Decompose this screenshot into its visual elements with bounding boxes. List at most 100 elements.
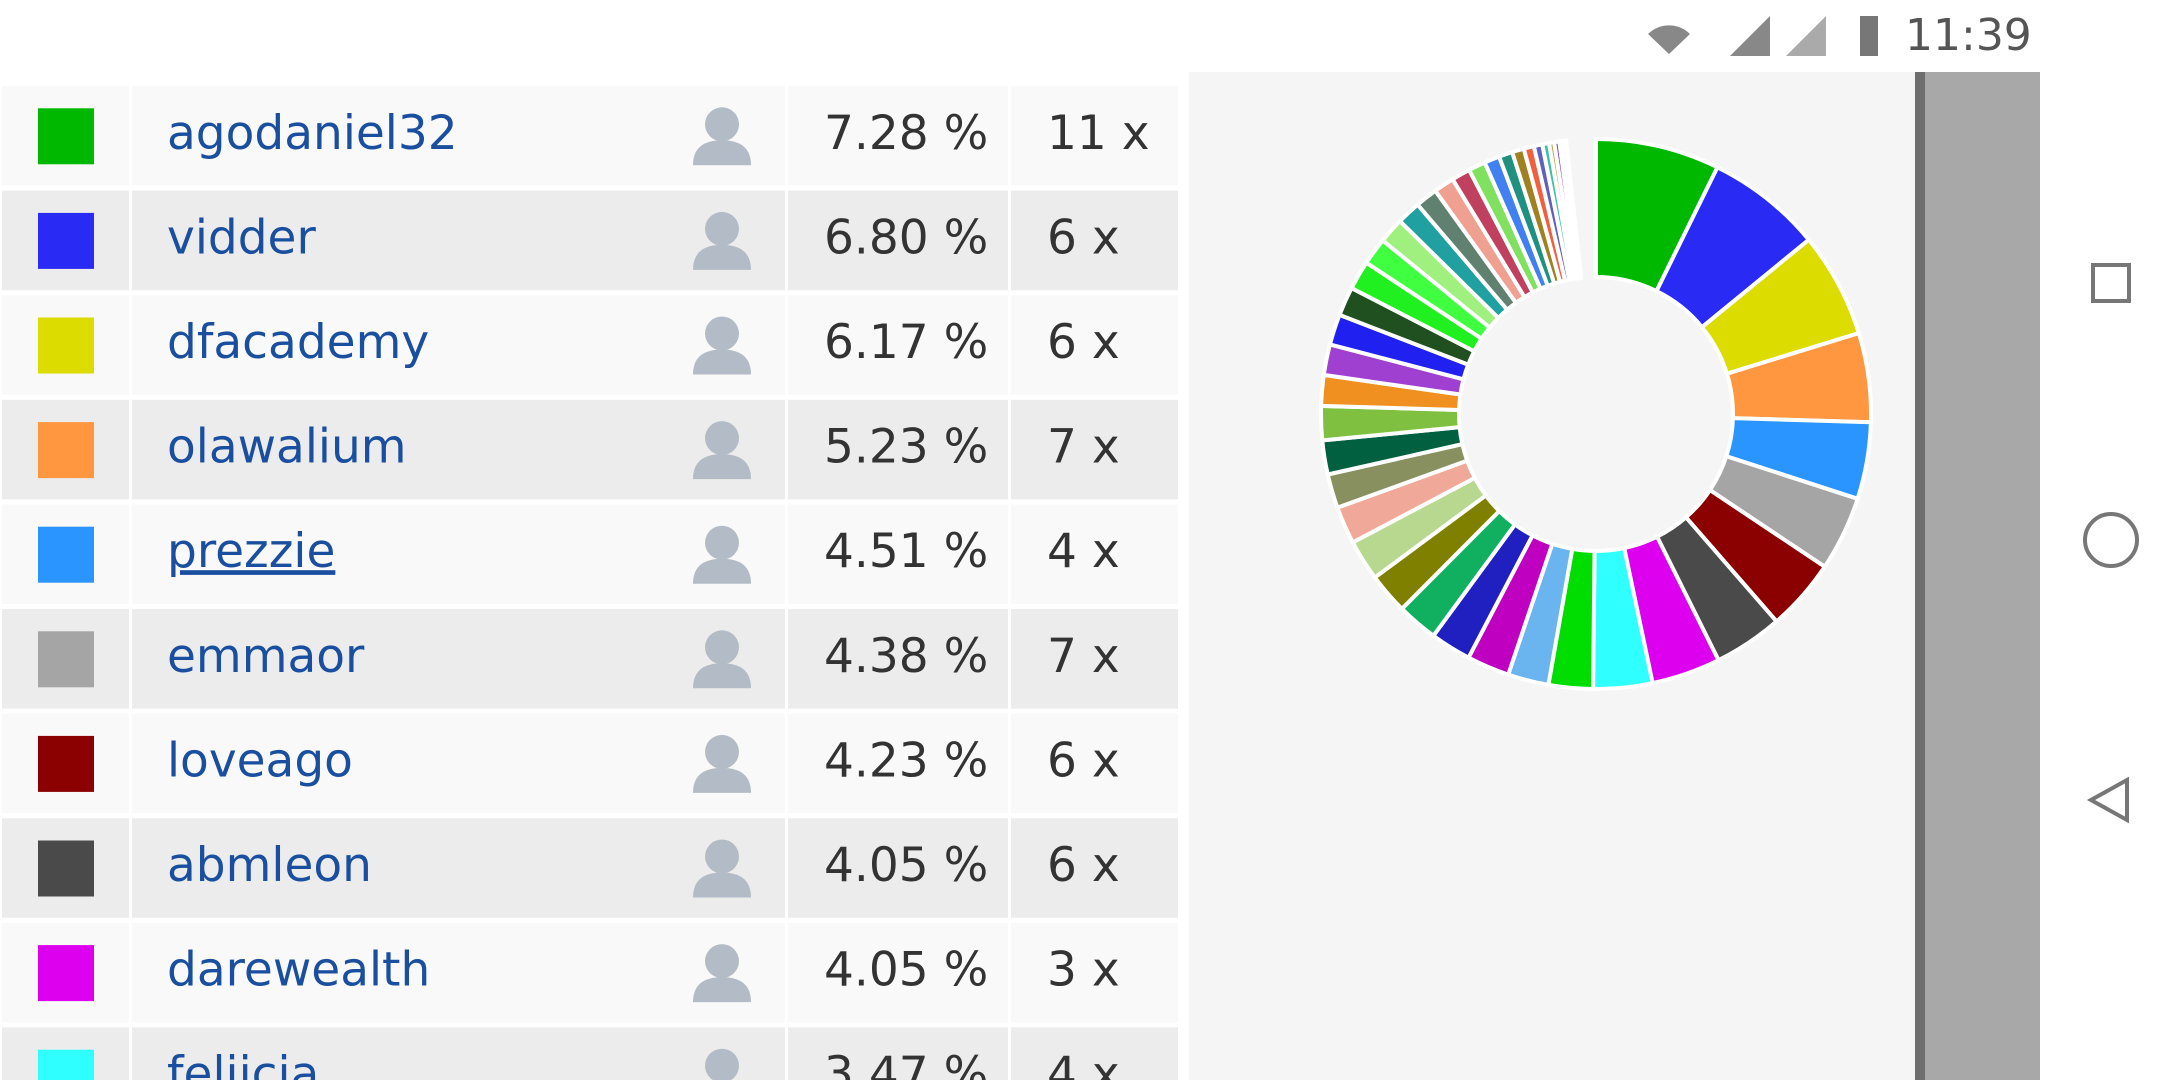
percent: 7.28 % [824, 106, 988, 161]
percent: 4.05 % [824, 943, 988, 998]
cell-divider [129, 818, 132, 918]
user-icon-body [693, 349, 751, 375]
wifi-icon [1648, 25, 1690, 54]
user-icon-head [705, 316, 739, 351]
user-name[interactable]: emmaor [167, 629, 365, 684]
cell-divider [129, 1027, 132, 1084]
count: 6 x [1047, 838, 1120, 893]
cell-divider [1008, 86, 1011, 186]
cell-divider [129, 922, 132, 1023]
home-button[interactable] [2083, 512, 2139, 568]
user-name[interactable]: agodaniel32 [167, 106, 458, 161]
cell-divider [1008, 609, 1011, 709]
color-swatch [38, 631, 94, 688]
user-name[interactable]: loveago [167, 733, 353, 788]
table: agodaniel32 7.28 % 11 x vidder 6.80 % 6 x dfac… [2, 86, 1178, 1084]
row-background [2, 295, 1178, 395]
count: 6 x [1047, 315, 1120, 370]
count: 7 x [1047, 629, 1120, 684]
cell-divider [1008, 399, 1011, 500]
cell-divider [1008, 713, 1011, 814]
cell-divider [129, 190, 132, 291]
color-swatch [38, 1049, 94, 1084]
count: 4 x [1047, 524, 1120, 579]
side-strip-edge [1915, 72, 1925, 1080]
user-icon [693, 107, 751, 166]
cell-divider [785, 713, 788, 814]
cell-divider [129, 86, 132, 186]
cell-divider [129, 713, 132, 814]
side-strip [1915, 72, 2040, 1080]
user-icon-head [705, 1048, 739, 1083]
percent: 4.05 % [824, 838, 988, 893]
user-icon [693, 525, 751, 584]
count: 7 x [1047, 420, 1120, 475]
cell-divider [129, 504, 132, 604]
cell-divider [129, 295, 132, 395]
count: 6 x [1047, 210, 1120, 265]
user-name[interactable]: olawalium [167, 420, 407, 475]
color-swatch [38, 422, 94, 479]
clock: 11:39 [1905, 10, 2032, 61]
user-icon-body [693, 872, 751, 898]
user-name[interactable]: prezzie [167, 524, 335, 579]
percent: 5.23 % [824, 420, 988, 475]
cell-divider [785, 609, 788, 709]
user-name[interactable]: abmleon [167, 838, 372, 893]
user-icon-head [705, 211, 739, 246]
percent: 6.80 % [824, 210, 988, 265]
donut-chart [1319, 136, 1873, 692]
cell-divider [785, 922, 788, 1023]
user-icon-body [693, 767, 751, 793]
percent: 3.47 % [824, 1047, 988, 1080]
user-icon-head [705, 525, 739, 560]
status-bar [0, 0, 2040, 72]
cell-divider [1008, 504, 1011, 604]
cell-divider [785, 1027, 788, 1084]
user-icon-head [705, 944, 739, 979]
color-swatch [38, 317, 94, 374]
cell-divider [1008, 190, 1011, 291]
cell-divider [785, 504, 788, 604]
user-name[interactable]: darewealth [167, 943, 430, 998]
user-icon [693, 316, 751, 375]
user-icon [693, 839, 751, 898]
user-name[interactable]: dfacademy [167, 315, 429, 370]
back-button[interactable] [2086, 776, 2129, 824]
signal-icon [1786, 16, 1826, 56]
color-swatch [38, 108, 94, 165]
cell-divider [785, 190, 788, 291]
user-icon-head [705, 421, 739, 456]
row-background [2, 86, 1178, 186]
user-name[interactable]: feliicia [167, 1047, 319, 1084]
row-background [2, 1027, 1178, 1084]
user-icon-body [693, 454, 751, 480]
count: 11 x [1047, 106, 1150, 161]
user-icon-body [693, 663, 751, 689]
nav-bar [2040, 0, 2160, 1080]
user-icon [693, 734, 751, 793]
row-background [2, 399, 1178, 500]
user-icon [693, 944, 751, 1003]
cell-divider [785, 818, 788, 918]
user-icon-body [693, 558, 751, 584]
donut-slice [1560, 138, 1584, 281]
row-background [2, 922, 1178, 1023]
count: 3 x [1047, 943, 1120, 998]
color-swatch [38, 945, 94, 1002]
color-swatch [38, 526, 94, 583]
user-icon-body [693, 140, 751, 166]
signal-icon [1730, 16, 1770, 56]
cell-divider [1008, 1027, 1011, 1084]
recents-button[interactable] [2091, 263, 2131, 303]
user-name[interactable]: vidder [167, 210, 316, 265]
user-icon [693, 211, 751, 270]
user-icon-head [705, 839, 739, 874]
percent: 4.38 % [824, 629, 988, 684]
cell-divider [129, 399, 132, 500]
user-icon-head [705, 734, 739, 769]
cell-divider [1008, 922, 1011, 1023]
cell-divider [785, 399, 788, 500]
